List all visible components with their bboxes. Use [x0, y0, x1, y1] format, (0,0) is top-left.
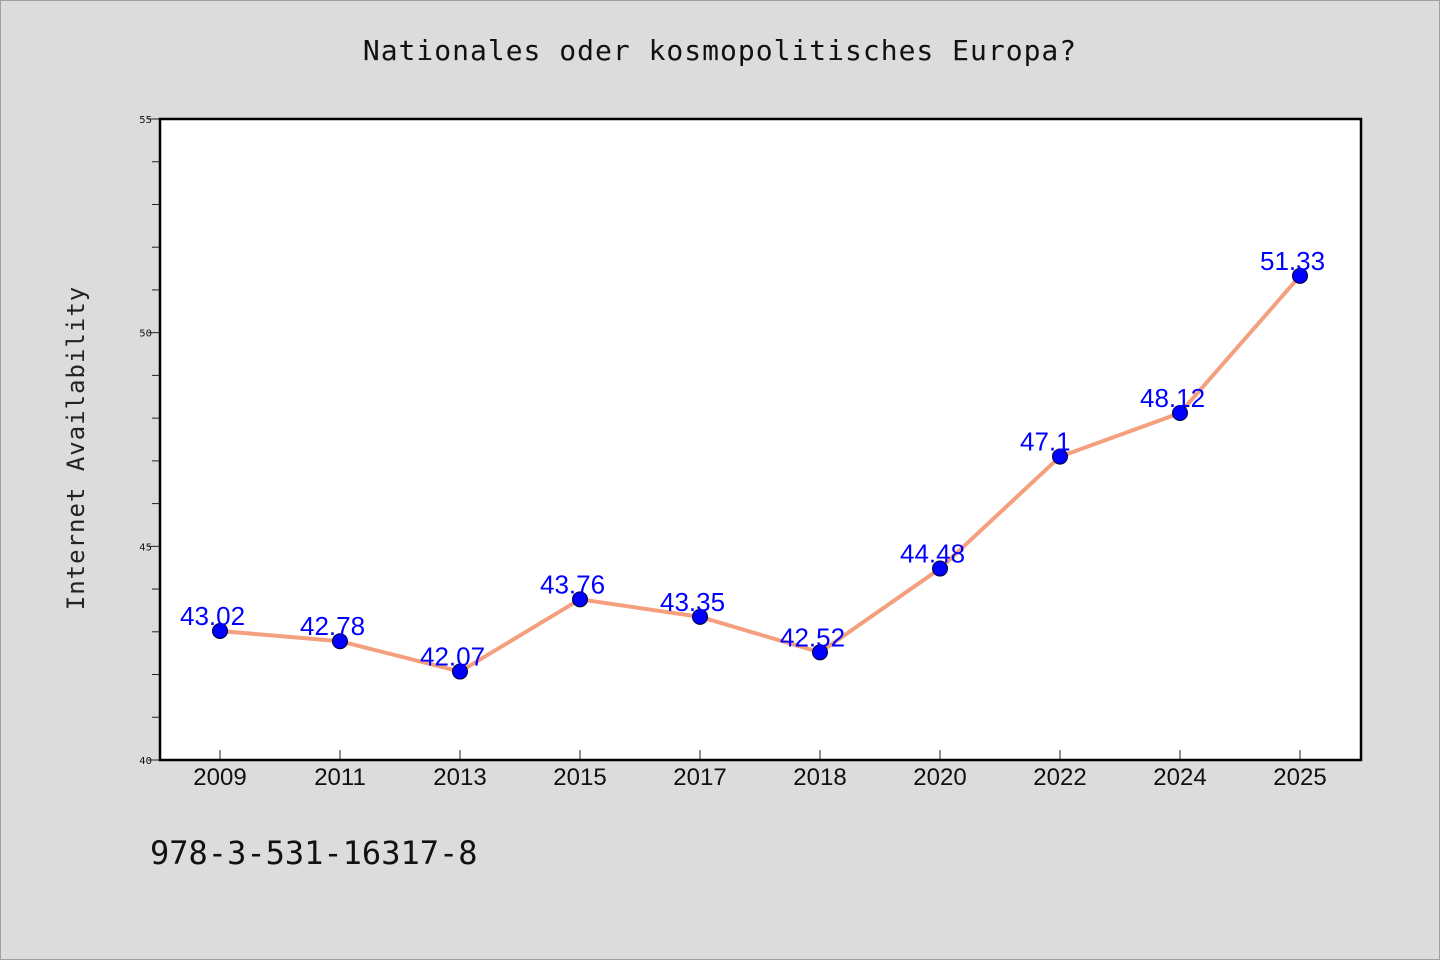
data-label: 43.02	[180, 601, 245, 631]
data-label: 48.12	[1140, 383, 1205, 413]
x-tick-label: 2013	[433, 764, 486, 791]
data-point	[932, 560, 948, 577]
data-point	[1292, 267, 1308, 284]
y-tick-label: 40	[139, 756, 152, 767]
data-label: 42.78	[300, 611, 365, 641]
plot-border	[158, 117, 1363, 762]
x-tick-label: 2024	[1153, 764, 1206, 791]
x-tick-label: 2020	[913, 764, 966, 791]
data-label: 42.07	[420, 642, 485, 672]
x-tick-label: 2015	[553, 764, 606, 791]
data-point	[332, 633, 348, 650]
isbn-code: 978-3-531-16317-8	[150, 834, 478, 872]
data-label: 47.1	[1020, 427, 1071, 457]
y-tick-label: 50	[139, 329, 152, 340]
x-tick-label: 2022	[1033, 764, 1086, 791]
x-tick-label: 2017	[673, 764, 726, 791]
x-tick-label: 2018	[793, 764, 846, 791]
data-point	[572, 591, 588, 608]
x-tick-label: 2009	[193, 764, 246, 791]
data-point	[212, 622, 228, 639]
data-point	[692, 608, 708, 625]
plot-background	[160, 119, 1361, 760]
series-line	[218, 273, 1302, 674]
y-tick-label: 45	[139, 542, 152, 553]
x-tick-label: 2011	[314, 764, 366, 791]
data-label: 43.76	[540, 569, 605, 599]
data-label: 44.48	[900, 539, 965, 569]
data-label: 43.35	[660, 587, 725, 617]
y-tick-label: 55	[139, 115, 152, 126]
data-point	[1172, 405, 1188, 422]
data-label: 51.33	[1260, 246, 1325, 276]
x-tick-label: 2025	[1273, 764, 1326, 791]
chart-title: Nationales oder kosmopolitisches Europa?	[362, 34, 1078, 67]
data-label: 42.52	[780, 622, 845, 652]
data-point	[812, 644, 828, 661]
data-point	[452, 663, 468, 680]
data-point	[1052, 448, 1068, 465]
